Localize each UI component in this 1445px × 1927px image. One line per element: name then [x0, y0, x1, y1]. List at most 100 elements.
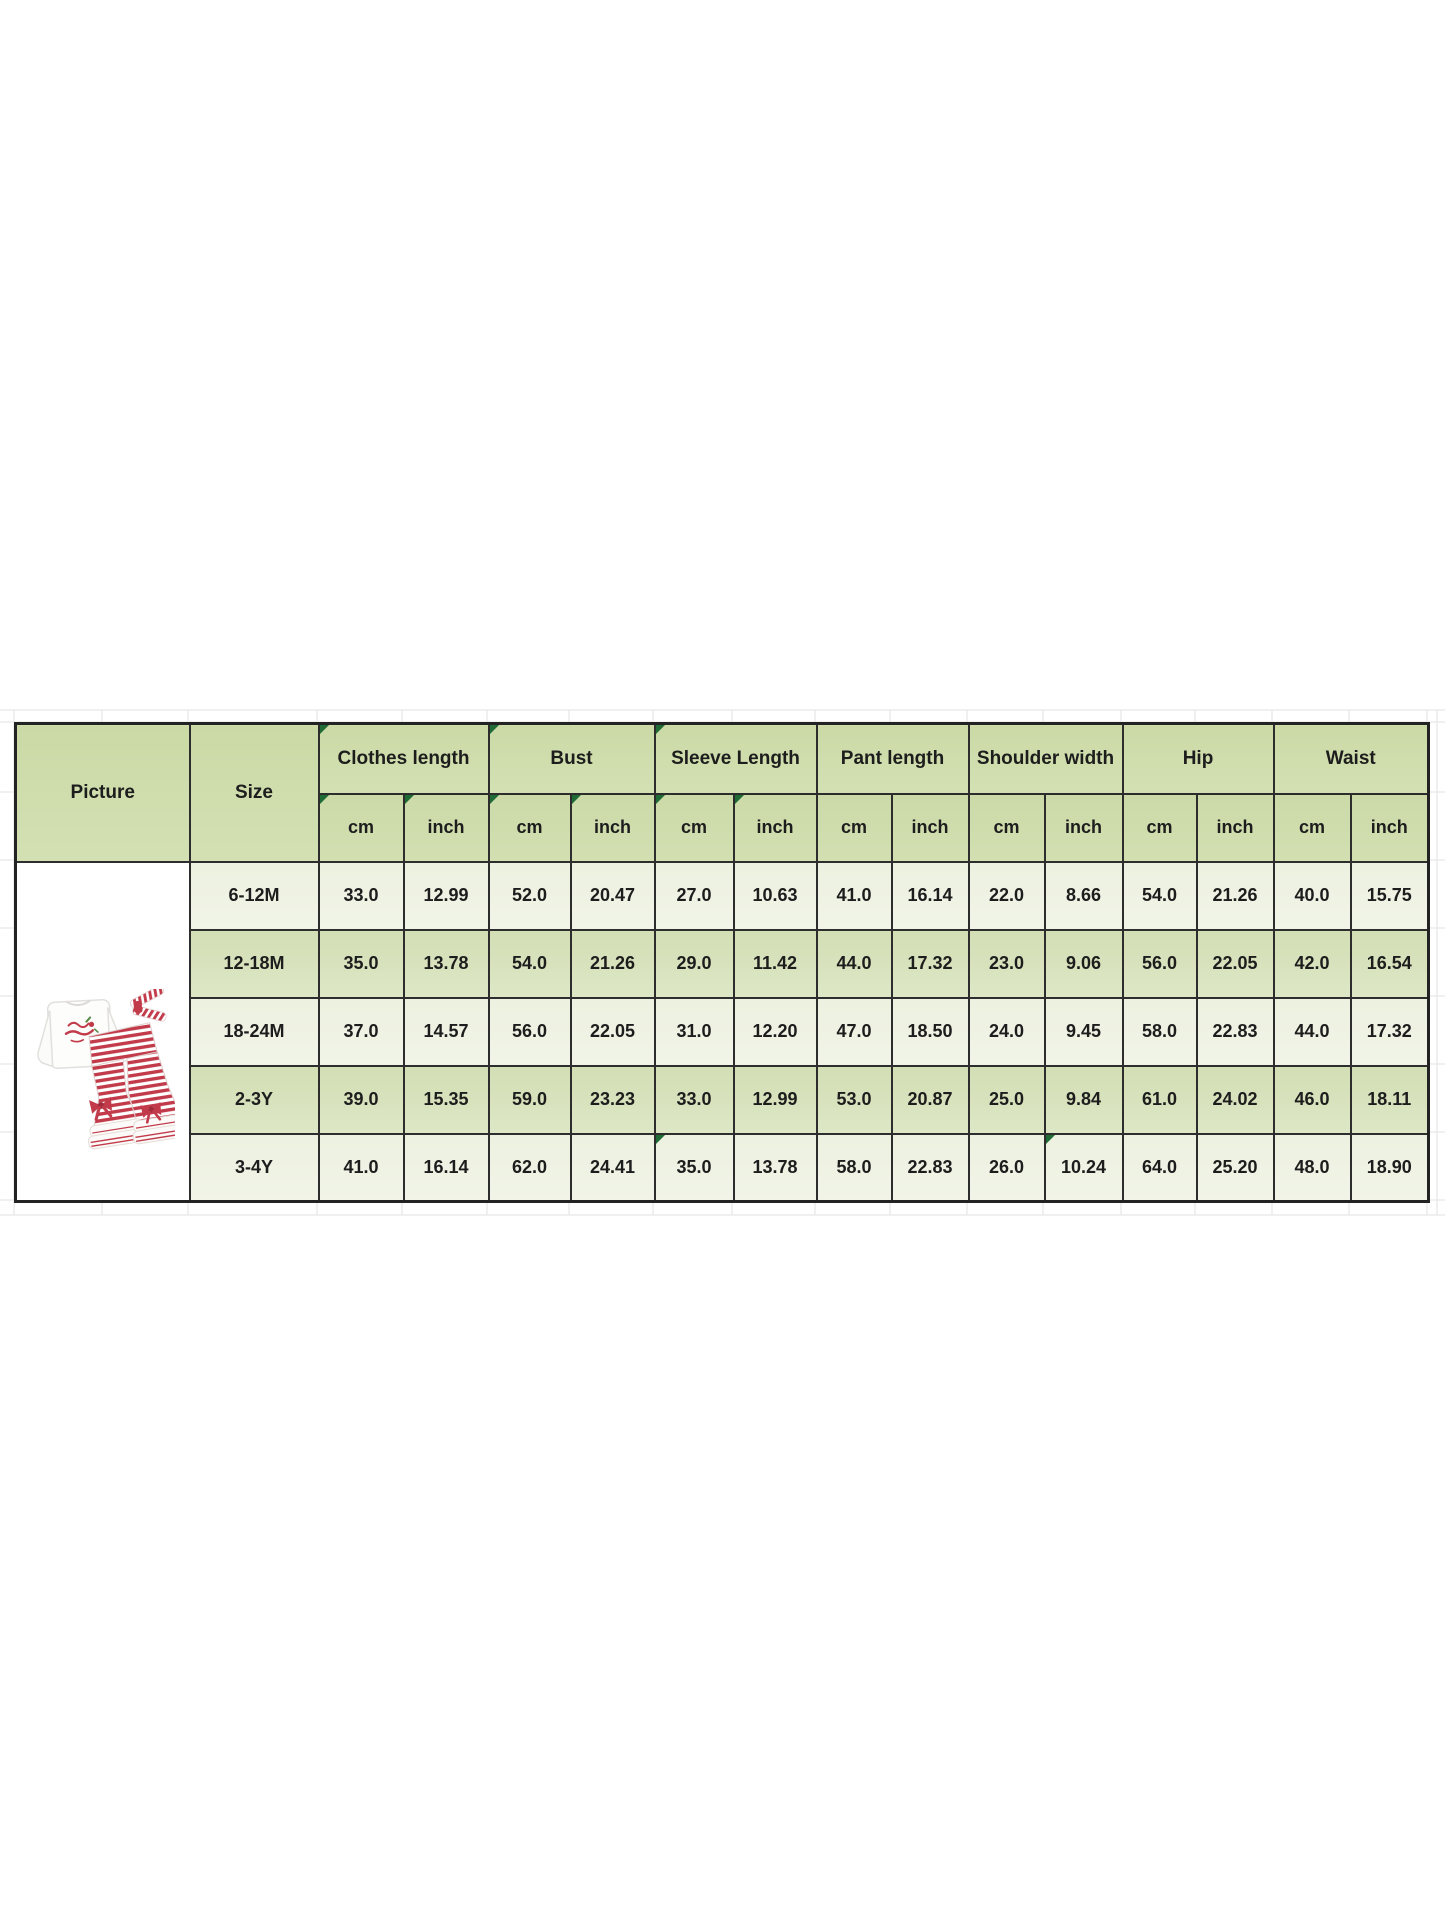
value-cm: 26.0	[967, 1132, 1046, 1203]
value-cm: 56.0	[1121, 928, 1198, 999]
value-cm: 40.0	[1272, 860, 1352, 931]
value-cm: 58.0	[815, 1132, 893, 1203]
unit-header-cm: cm	[317, 792, 405, 863]
unit-header-cm: cm	[815, 792, 893, 863]
value-inch: 13.78	[402, 928, 490, 999]
value-cm: 64.0	[1121, 1132, 1198, 1203]
size-label: 6-12M	[188, 860, 320, 931]
value-inch: 12.99	[402, 860, 490, 931]
unit-header-cm: cm	[1272, 792, 1352, 863]
value-cm: 44.0	[815, 928, 893, 999]
bow	[140, 1102, 162, 1124]
headband	[130, 985, 167, 1022]
value-cm: 35.0	[317, 928, 405, 999]
value-cm: 27.0	[653, 860, 735, 931]
value-cm: 33.0	[653, 1064, 735, 1135]
product-photo-image	[37, 985, 188, 1150]
value-inch: 24.41	[569, 1132, 656, 1203]
unit-header-cm: cm	[1121, 792, 1198, 863]
size-label: 18-24M	[188, 996, 320, 1067]
value-inch: 25.20	[1195, 1132, 1275, 1203]
value-cm: 37.0	[317, 996, 405, 1067]
value-cm: 62.0	[487, 1132, 572, 1203]
unit-header-inch: inch	[402, 792, 490, 863]
value-inch: 21.26	[1195, 860, 1275, 931]
ruffle-hem	[132, 1114, 188, 1145]
size-label: 12-18M	[188, 928, 320, 999]
table-row: 12-18M 35.0 13.78 54.0 21.26 29.0 11.42 44.0 17.…	[16, 928, 1430, 999]
value-inch: 12.20	[732, 996, 818, 1067]
value-inch: 22.83	[1195, 996, 1275, 1067]
table-row: 18-24M 37.0 14.57 56.0 22.05 31.0 12.20 47.0 18.…	[16, 996, 1430, 1067]
value-cm: 59.0	[487, 1064, 572, 1135]
value-cm: 48.0	[1272, 1132, 1352, 1203]
value-cm: 23.0	[967, 928, 1046, 999]
value-cm: 42.0	[1272, 928, 1352, 999]
ruffle-hem	[87, 1118, 147, 1150]
value-cm: 39.0	[317, 1064, 405, 1135]
value-inch: 9.45	[1043, 996, 1124, 1067]
table-row: 2-3Y 39.0 15.35 59.0 23.23 33.0 12.99 53.0 20.87…	[16, 1064, 1430, 1135]
column-header-measure: Clothes length	[317, 722, 490, 795]
value-cm: 44.0	[1272, 996, 1352, 1067]
value-inch: 22.83	[890, 1132, 970, 1203]
value-cm: 41.0	[317, 1132, 405, 1203]
value-inch: 17.32	[1349, 996, 1430, 1067]
size-chart-table: Picture Size Clothes length Bust Sleeve Leng…	[14, 722, 1430, 1203]
value-cm: 58.0	[1121, 996, 1198, 1067]
product-photo	[35, 985, 188, 1159]
unit-header-inch: inch	[732, 792, 818, 863]
value-cm: 33.0	[317, 860, 405, 931]
value-inch: 9.84	[1043, 1064, 1124, 1135]
column-header-measure: Waist	[1272, 722, 1430, 795]
value-inch: 22.05	[569, 996, 656, 1067]
table-row: 3-4Y 41.0 16.14 62.0 24.41 35.0 13.78 58.0 22.83…	[16, 1132, 1430, 1203]
value-inch: 10.63	[732, 860, 818, 931]
value-inch: 20.87	[890, 1064, 970, 1135]
value-cm: 54.0	[1121, 860, 1198, 931]
value-cm: 25.0	[967, 1064, 1046, 1135]
shirt-graphic	[64, 1016, 99, 1043]
column-header-measure: Hip	[1121, 722, 1275, 795]
value-cm: 41.0	[815, 860, 893, 931]
value-cm: 24.0	[967, 996, 1046, 1067]
unit-header-inch: inch	[1349, 792, 1430, 863]
value-cm: 53.0	[815, 1064, 893, 1135]
column-header-size: Size	[188, 722, 320, 863]
value-inch: 20.47	[569, 860, 656, 931]
unit-header-inch: inch	[569, 792, 656, 863]
value-inch: 16.14	[402, 1132, 490, 1203]
value-inch: 18.90	[1349, 1132, 1430, 1203]
value-inch: 9.06	[1043, 928, 1124, 999]
value-cm: 22.0	[967, 860, 1046, 931]
value-inch: 14.57	[402, 996, 490, 1067]
value-inch: 11.42	[732, 928, 818, 999]
column-header-picture: Picture	[14, 722, 191, 863]
value-inch: 10.24	[1043, 1132, 1124, 1203]
value-cm: 31.0	[653, 996, 735, 1067]
product-photo-cell	[14, 860, 191, 1203]
value-inch: 15.35	[402, 1064, 490, 1135]
value-inch: 24.02	[1195, 1064, 1275, 1135]
value-inch: 23.23	[569, 1064, 656, 1135]
value-cm: 56.0	[487, 996, 572, 1067]
unit-header-inch: inch	[1043, 792, 1124, 863]
pants	[87, 1022, 188, 1150]
column-header-measure: Sleeve Length	[653, 722, 818, 795]
value-inch: 16.14	[890, 860, 970, 931]
value-inch: 12.99	[732, 1064, 818, 1135]
unit-header-cm: cm	[487, 792, 572, 863]
value-inch: 22.05	[1195, 928, 1275, 999]
unit-header-cm: cm	[967, 792, 1046, 863]
column-header-measure: Pant length	[815, 722, 970, 795]
value-inch: 16.54	[1349, 928, 1430, 999]
value-cm: 54.0	[487, 928, 572, 999]
size-label: 3-4Y	[188, 1132, 320, 1203]
value-inch: 13.78	[732, 1132, 818, 1203]
value-cm: 29.0	[653, 928, 735, 999]
value-inch: 15.75	[1349, 860, 1430, 931]
value-inch: 8.66	[1043, 860, 1124, 931]
unit-header-inch: inch	[890, 792, 970, 863]
value-cm: 47.0	[815, 996, 893, 1067]
